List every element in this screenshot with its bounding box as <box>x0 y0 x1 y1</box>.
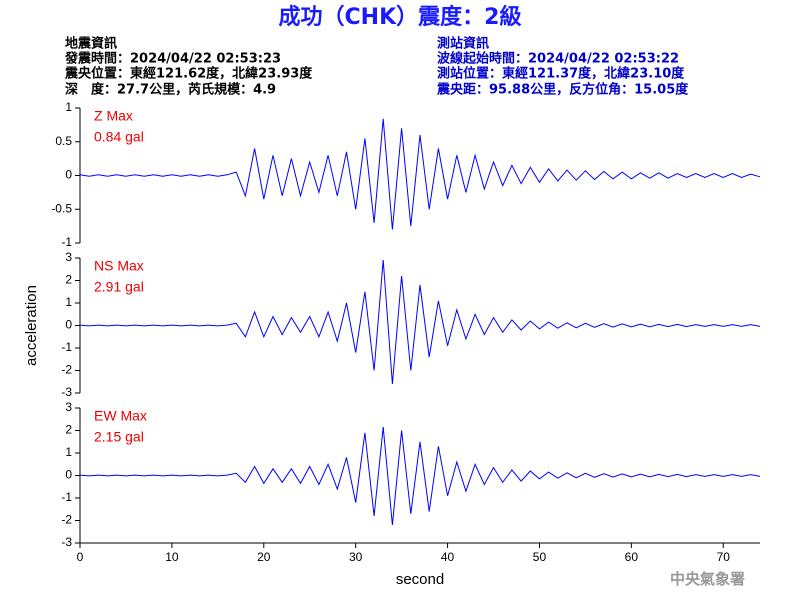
component-label: Z Max <box>94 108 133 124</box>
y-tick-label: -2 <box>61 363 72 377</box>
x-tick-label: 20 <box>257 550 271 564</box>
info-line: 波線起始時間：2024/04/22 02:53:22 <box>437 51 679 67</box>
x-tick-label: 30 <box>349 550 363 564</box>
x-tick-label: 60 <box>625 550 639 564</box>
waveform <box>79 118 761 230</box>
info-line: 測站資訊 <box>437 36 489 52</box>
x-tick-label: 50 <box>533 550 547 564</box>
component-label: NS Max <box>94 258 144 274</box>
max-label: 2.15 gal <box>94 429 144 445</box>
y-tick-label: 1 <box>65 445 72 459</box>
y-tick-label: 3 <box>65 250 72 264</box>
y-tick-label: -1 <box>61 235 72 249</box>
x-tick-label: 70 <box>717 550 731 564</box>
y-tick-label: 1 <box>65 100 72 114</box>
y-tick-label: -2 <box>61 513 72 527</box>
y-tick-label: 2 <box>65 273 72 287</box>
footer: 中央氣象署 <box>670 570 745 588</box>
title: 成功（CHK）震度：2級 <box>279 4 522 30</box>
info-line: 深 度：27.7公里，芮氏規模：4.9 <box>65 82 276 98</box>
waveform <box>79 427 761 526</box>
y-tick-label: 0.5 <box>55 134 72 148</box>
y-tick-label: -1 <box>61 490 72 504</box>
y-tick-label: 0 <box>65 318 72 332</box>
max-label: 2.91 gal <box>94 279 144 295</box>
y-tick-label: 3 <box>65 400 72 414</box>
x-tick-label: 10 <box>165 550 179 564</box>
y-tick-label: 1 <box>65 295 72 309</box>
info-line: 震央距：95.88公里，反方位角：15.05度 <box>436 82 689 98</box>
info-line: 地震資訊 <box>65 36 117 52</box>
max-label: 0.84 gal <box>94 129 144 145</box>
y-tick-label: 0 <box>65 168 72 182</box>
y-tick-label: -1 <box>61 340 72 354</box>
x-tick-label: 0 <box>77 550 84 564</box>
y-axis-label: acceleration <box>23 285 40 366</box>
info-line: 發震時間：2024/04/22 02:53:23 <box>64 51 281 67</box>
x-axis-label: second <box>396 571 444 588</box>
y-tick-label: -3 <box>61 385 72 399</box>
y-tick-label: -3 <box>61 535 72 549</box>
info-line: 震央位置：東經121.62度，北緯23.93度 <box>64 66 313 82</box>
y-tick-label: -0.5 <box>51 201 72 215</box>
info-line: 測站位置：東經121.37度，北緯23.10度 <box>437 66 685 82</box>
y-tick-label: 0 <box>65 468 72 482</box>
y-tick-label: 2 <box>65 423 72 437</box>
component-label: EW Max <box>94 408 147 424</box>
waveform <box>79 259 761 385</box>
x-tick-label: 40 <box>441 550 455 564</box>
